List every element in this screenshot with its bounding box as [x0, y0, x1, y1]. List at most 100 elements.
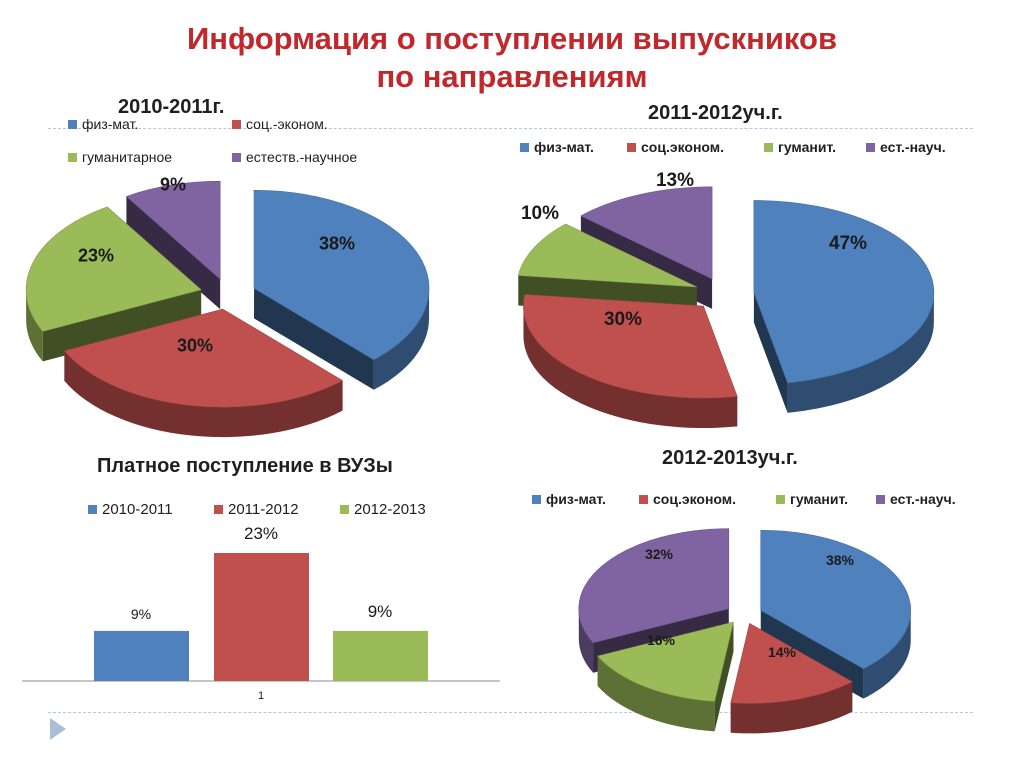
legend-label: 2012-2013	[354, 501, 426, 518]
play-arrow-icon	[50, 718, 66, 740]
slice-label: 14%	[767, 644, 797, 660]
chart-title: 2012-2013уч.г.	[662, 447, 798, 469]
legend-swatch	[340, 505, 349, 514]
legend-item: гуманит.	[776, 491, 848, 507]
legend-label: физ-мат.	[534, 139, 594, 155]
pie-slice-side	[126, 196, 221, 310]
pie-slice-side	[753, 292, 788, 413]
pie-slice-top	[25, 206, 202, 332]
pie-slice-top	[580, 186, 713, 280]
legend-item: 2011-2012	[214, 501, 299, 518]
pie-slice	[63, 308, 344, 438]
slice-label: 47%	[828, 233, 868, 254]
legend-item: гуманит.	[764, 139, 836, 155]
slice-label: 16%	[646, 632, 676, 648]
legend-item: 2010-2011	[88, 501, 173, 518]
legend-swatch	[627, 143, 636, 152]
slice-label: 30%	[176, 335, 214, 356]
legend-swatch	[776, 495, 785, 504]
bar	[94, 630, 189, 681]
pie-slice-rim	[730, 681, 853, 734]
slice-label: 30%	[603, 309, 643, 330]
legend-label: соц.эконом.	[653, 491, 737, 507]
pie-slice-rim	[26, 289, 43, 362]
bar-value-label: 9%	[367, 602, 393, 621]
legend-label: гуманитарное	[82, 149, 173, 165]
pie-slice-rim	[597, 656, 715, 732]
pie-slice-side	[254, 288, 374, 390]
legend-label: 2010-2011	[102, 501, 173, 518]
slice-label: 32%	[644, 546, 674, 562]
legend-item: соц.-эконом.	[232, 116, 328, 132]
slice-label: 23%	[77, 245, 115, 266]
pie-slice-rim	[578, 608, 594, 673]
legend-item: гуманитарное	[68, 149, 172, 165]
legend-item: физ-мат.	[68, 116, 138, 132]
legend-swatch	[232, 153, 241, 162]
legend-swatch	[520, 143, 529, 152]
pie-slice-rim	[373, 288, 430, 390]
pie-slice-top	[730, 622, 853, 704]
pie-slice	[523, 294, 738, 429]
slice-label: 38%	[825, 552, 855, 568]
divider-top	[48, 128, 973, 129]
legend-item: ест.-науч.	[866, 139, 946, 155]
legend-label: гуманит.	[790, 491, 848, 507]
legend-swatch	[639, 495, 648, 504]
slide-title-line1: Информация о поступлении выпускников	[186, 21, 838, 56]
legend-label: физ-мат.	[82, 116, 139, 132]
legend-swatch	[866, 143, 875, 152]
pie-slice-top	[63, 308, 344, 408]
slice-label: 9%	[159, 174, 187, 195]
chart-title: Платное поступление в ВУЗы	[97, 455, 393, 477]
pie-slice	[253, 190, 430, 390]
legend-item: физ-мат.	[520, 139, 594, 155]
legend-swatch	[214, 505, 223, 514]
pie-slice	[125, 180, 221, 310]
slice-label: 10%	[520, 203, 560, 224]
legend-label: ест.-науч.	[890, 491, 956, 507]
legend-swatch	[88, 505, 97, 514]
legend-item: соц.эконом.	[639, 491, 736, 507]
legend-label: соц.-эконом.	[246, 116, 328, 132]
legend-swatch	[876, 495, 885, 504]
pie-slice-top	[253, 190, 430, 361]
x-tick-label: 1	[257, 690, 265, 702]
pie-slice-side	[42, 289, 202, 362]
legend-swatch	[232, 120, 241, 129]
bar-value-label: 23%	[243, 524, 279, 543]
pie-slice-top	[597, 621, 734, 702]
slide-title: Информация о поступлении выпускников по …	[0, 20, 1024, 96]
pie-slice	[730, 622, 853, 734]
legend-swatch	[68, 120, 77, 129]
legend-label: физ-мат.	[546, 491, 606, 507]
bar	[214, 553, 309, 681]
chart-title: 2010-2011г.	[118, 96, 225, 118]
pie-slice	[25, 206, 202, 362]
pie-slice	[753, 200, 935, 413]
legend-label: ест.-науч.	[880, 139, 946, 155]
pie-slice-top	[753, 200, 935, 384]
pie-slice-top	[517, 223, 697, 288]
pie-slice-top	[578, 528, 730, 644]
pie-slice	[597, 621, 734, 732]
legend-item: 2012-2013	[340, 501, 426, 518]
legend-swatch	[532, 495, 541, 504]
bar	[333, 630, 428, 681]
legend-label: 2011-2012	[228, 501, 299, 518]
legend-item: естеств.-научное	[232, 149, 357, 165]
pie-slice-rim	[863, 610, 911, 699]
legend-item: физ-мат.	[532, 491, 606, 507]
slide-title-line2: по направлениям	[376, 59, 648, 94]
pie-slice-top	[523, 294, 738, 399]
legend-label: гуманит.	[778, 139, 836, 155]
chart-title: 2011-2012уч.г.	[648, 102, 783, 124]
legend-item: ест.-науч.	[876, 491, 956, 507]
legend-swatch	[68, 153, 77, 162]
bar-value-label: 9%	[130, 606, 152, 622]
legend-item: соц.эконом.	[627, 139, 724, 155]
pie-slice-top	[125, 180, 221, 280]
